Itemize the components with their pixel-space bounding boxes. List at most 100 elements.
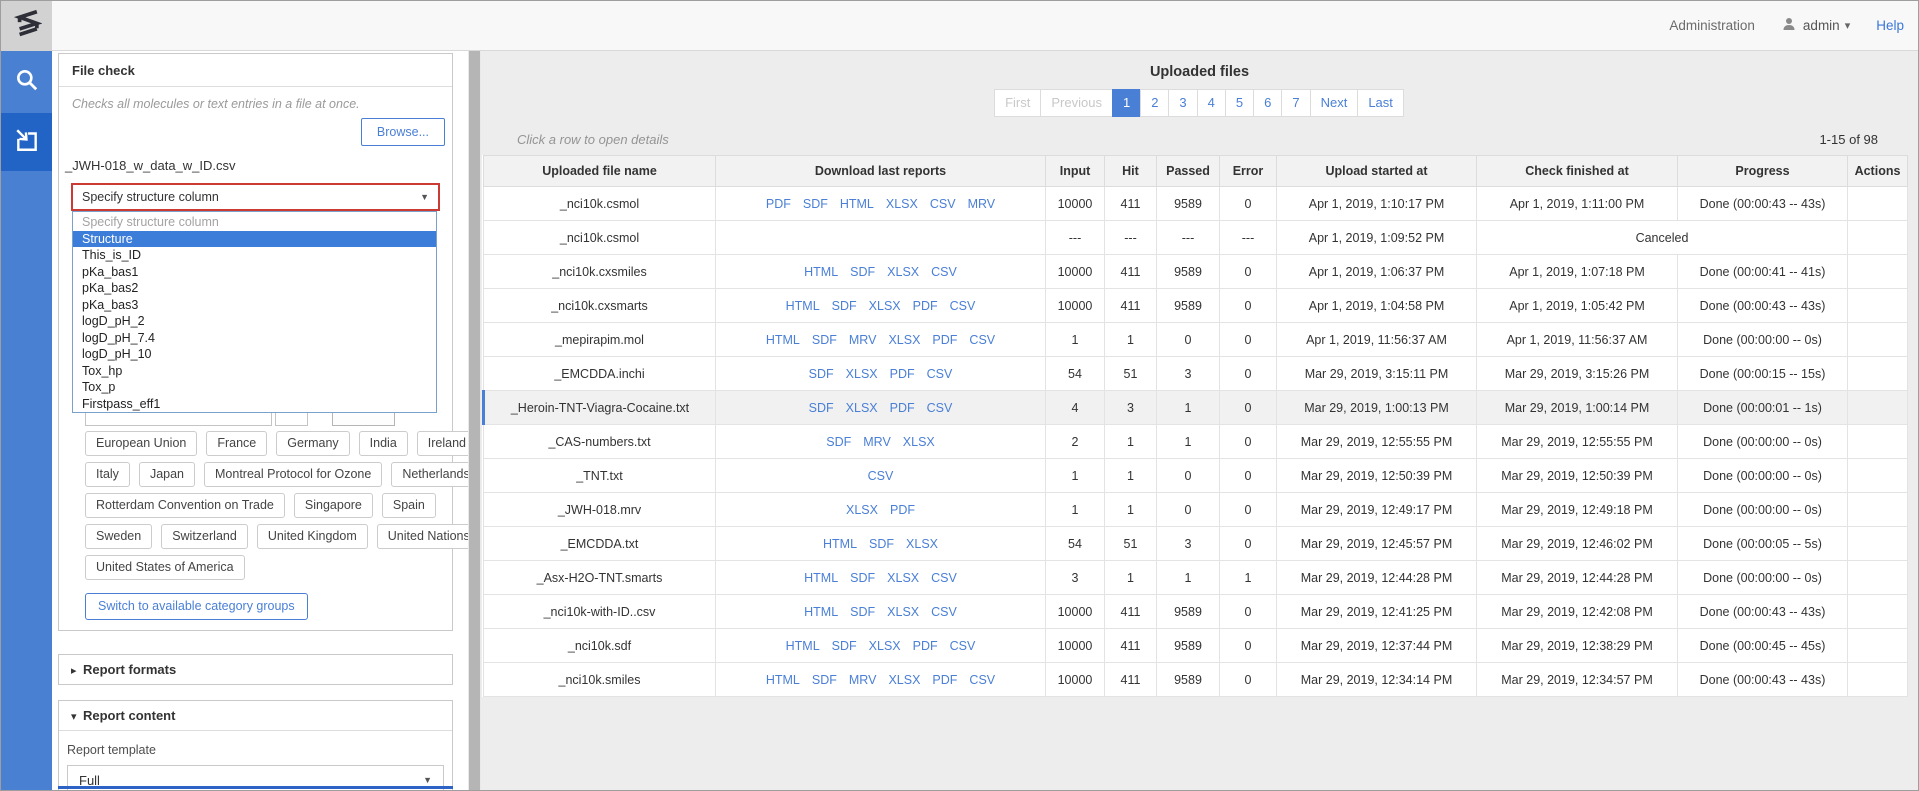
- report-link-sdf[interactable]: SDF: [850, 605, 875, 619]
- report-link-csv[interactable]: CSV: [930, 197, 956, 211]
- report-link-csv[interactable]: CSV: [969, 333, 995, 347]
- report-link-xlsx[interactable]: XLSX: [846, 367, 878, 381]
- report-link-pdf[interactable]: PDF: [890, 367, 915, 381]
- category-button[interactable]: United States of America: [85, 555, 245, 580]
- category-button[interactable]: Montreal Protocol for Ozone: [204, 462, 382, 487]
- report-link-pdf[interactable]: PDF: [766, 197, 791, 211]
- report-link-html[interactable]: HTML: [786, 299, 820, 313]
- report-link-csv[interactable]: CSV: [927, 367, 953, 381]
- report-link-csv[interactable]: CSV: [969, 673, 995, 687]
- report-link-html[interactable]: HTML: [804, 265, 838, 279]
- report-link-mrv[interactable]: MRV: [968, 197, 996, 211]
- table-row[interactable]: _nci10k-with-ID..csvHTMLSDFXLSXCSV100004…: [484, 595, 1908, 629]
- report-link-xlsx[interactable]: XLSX: [888, 333, 920, 347]
- report-link-xlsx[interactable]: XLSX: [846, 503, 878, 517]
- table-row[interactable]: _Asx-H2O-TNT.smartsHTMLSDFXLSXCSV3111Mar…: [484, 561, 1908, 595]
- switch-category-groups-button[interactable]: Switch to available category groups: [85, 593, 308, 620]
- report-link-csv[interactable]: CSV: [950, 639, 976, 653]
- page-button-5[interactable]: 5: [1225, 89, 1254, 117]
- category-button[interactable]: Spain: [382, 493, 436, 518]
- report-link-xlsx[interactable]: XLSX: [887, 605, 919, 619]
- table-row[interactable]: _nci10k.csmol------------Apr 1, 2019, 1:…: [484, 221, 1908, 255]
- table-row[interactable]: _nci10k.cxsmartsHTMLSDFXLSXPDFCSV1000041…: [484, 289, 1908, 323]
- report-link-pdf[interactable]: PDF: [932, 333, 957, 347]
- report-formats-header[interactable]: ▸Report formats: [59, 655, 452, 684]
- category-button[interactable]: India: [359, 431, 408, 456]
- report-link-sdf[interactable]: SDF: [850, 265, 875, 279]
- category-button[interactable]: Singapore: [294, 493, 373, 518]
- table-row[interactable]: _mepirapim.molHTMLSDFMRVXLSXPDFCSV1100Ap…: [484, 323, 1908, 357]
- dropdown-option[interactable]: Specify structure column: [73, 214, 436, 231]
- page-button-next[interactable]: Next: [1310, 89, 1359, 117]
- category-button[interactable]: Italy: [85, 462, 130, 487]
- report-link-sdf[interactable]: SDF: [812, 333, 837, 347]
- table-row[interactable]: _JWH-018.mrvXLSXPDF1100Mar 29, 2019, 12:…: [484, 493, 1908, 527]
- report-content-header[interactable]: ▾Report content: [59, 701, 452, 731]
- category-button[interactable]: United Nations: [377, 524, 481, 549]
- page-button-1[interactable]: 1: [1112, 89, 1141, 117]
- report-link-mrv[interactable]: MRV: [863, 435, 891, 449]
- dropdown-option[interactable]: pKa_bas3: [73, 297, 436, 314]
- category-button[interactable]: Rotterdam Convention on Trade: [85, 493, 285, 518]
- dropdown-option[interactable]: logD_pH_2: [73, 313, 436, 330]
- report-link-csv[interactable]: CSV: [931, 265, 957, 279]
- table-row[interactable]: _nci10k.csmolPDFSDFHTMLXLSXCSVMRV1000041…: [484, 187, 1908, 221]
- report-link-xlsx[interactable]: XLSX: [903, 435, 935, 449]
- report-link-xlsx[interactable]: XLSX: [906, 537, 938, 551]
- sidebar-item-search[interactable]: [1, 51, 52, 113]
- dropdown-option[interactable]: logD_pH_10: [73, 346, 436, 363]
- page-button-2[interactable]: 2: [1140, 89, 1169, 117]
- page-button-6[interactable]: 6: [1253, 89, 1282, 117]
- report-link-sdf[interactable]: SDF: [869, 537, 894, 551]
- user-menu[interactable]: admin ▾: [1781, 16, 1850, 35]
- dropdown-option[interactable]: Firstpass_eff1: [73, 396, 436, 413]
- table-row[interactable]: _EMCDDA.txtHTMLSDFXLSX545130Mar 29, 2019…: [484, 527, 1908, 561]
- table-row[interactable]: _nci10k.sdfHTMLSDFXLSXPDFCSV100004119589…: [484, 629, 1908, 663]
- report-link-sdf[interactable]: SDF: [832, 639, 857, 653]
- report-link-xlsx[interactable]: XLSX: [869, 299, 901, 313]
- table-row[interactable]: _nci10k.smilesHTMLSDFMRVXLSXPDFCSV100004…: [484, 663, 1908, 697]
- app-logo[interactable]: [1, 1, 52, 51]
- page-button-4[interactable]: 4: [1197, 89, 1226, 117]
- browse-button[interactable]: Browse...: [361, 118, 445, 146]
- scrollbar-thumb[interactable]: [469, 51, 480, 790]
- report-link-csv[interactable]: CSV: [931, 605, 957, 619]
- table-row[interactable]: _EMCDDA.inchiSDFXLSXPDFCSV545130Mar 29, …: [484, 357, 1908, 391]
- dropdown-option[interactable]: pKa_bas2: [73, 280, 436, 297]
- help-link[interactable]: Help: [1876, 18, 1904, 33]
- report-link-csv[interactable]: CSV: [927, 401, 953, 415]
- structure-column-select[interactable]: Specify structure column ▼: [71, 183, 440, 211]
- report-link-html[interactable]: HTML: [823, 537, 857, 551]
- report-link-html[interactable]: HTML: [804, 571, 838, 585]
- report-link-pdf[interactable]: PDF: [890, 503, 915, 517]
- dropdown-option[interactable]: Tox_hp: [73, 363, 436, 380]
- report-link-html[interactable]: HTML: [766, 673, 800, 687]
- dropdown-option[interactable]: pKa_bas1: [73, 264, 436, 281]
- sidebar-item-file-check[interactable]: [1, 113, 52, 171]
- report-link-pdf[interactable]: PDF: [913, 299, 938, 313]
- report-link-xlsx[interactable]: XLSX: [888, 673, 920, 687]
- report-link-csv[interactable]: CSV: [868, 469, 894, 483]
- report-link-html[interactable]: HTML: [840, 197, 874, 211]
- category-button[interactable]: Japan: [139, 462, 195, 487]
- report-link-html[interactable]: HTML: [786, 639, 820, 653]
- category-button[interactable]: European Union: [85, 431, 197, 456]
- report-link-sdf[interactable]: SDF: [850, 571, 875, 585]
- report-link-xlsx[interactable]: XLSX: [869, 639, 901, 653]
- category-button[interactable]: France: [206, 431, 267, 456]
- administration-link[interactable]: Administration: [1669, 18, 1755, 33]
- page-button-last[interactable]: Last: [1357, 89, 1404, 117]
- table-row[interactable]: _CAS-numbers.txtSDFMRVXLSX2110Mar 29, 20…: [484, 425, 1908, 459]
- report-link-html[interactable]: HTML: [766, 333, 800, 347]
- report-link-csv[interactable]: CSV: [950, 299, 976, 313]
- report-link-sdf[interactable]: SDF: [826, 435, 851, 449]
- dropdown-option[interactable]: This_is_ID: [73, 247, 436, 264]
- dropdown-option[interactable]: Tox_p: [73, 379, 436, 396]
- page-button-7[interactable]: 7: [1281, 89, 1310, 117]
- report-link-sdf[interactable]: SDF: [809, 367, 834, 381]
- dropdown-option[interactable]: Structure: [73, 231, 436, 248]
- report-link-sdf[interactable]: SDF: [803, 197, 828, 211]
- report-link-sdf[interactable]: SDF: [832, 299, 857, 313]
- table-row[interactable]: _Heroin-TNT-Viagra-Cocaine.txtSDFXLSXPDF…: [484, 391, 1908, 425]
- report-link-pdf[interactable]: PDF: [890, 401, 915, 415]
